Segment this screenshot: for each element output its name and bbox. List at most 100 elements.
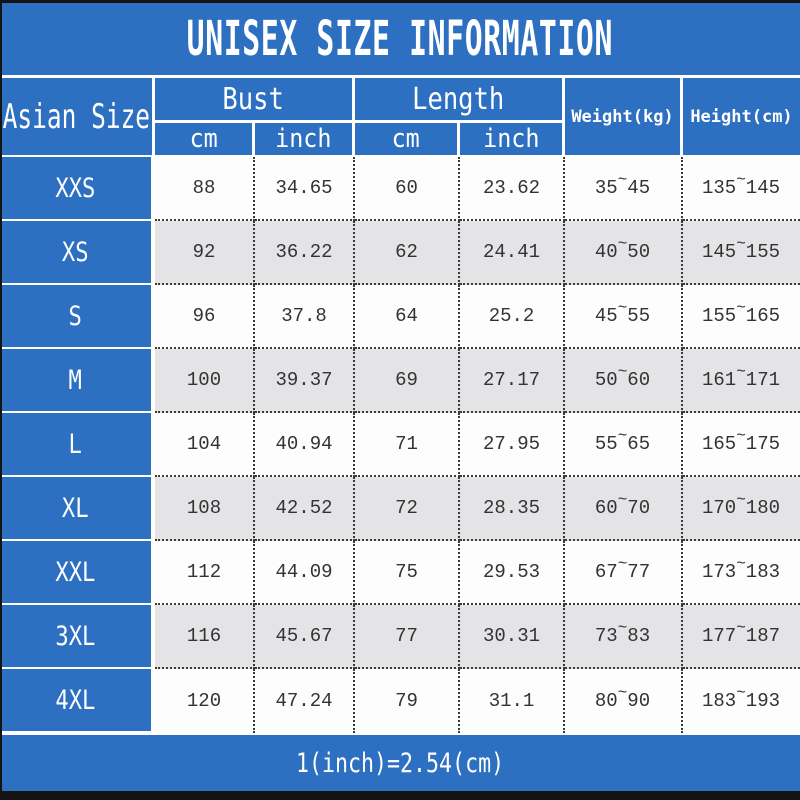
length-inch-subheader: inch: [460, 123, 565, 155]
height-max: 183: [745, 561, 781, 583]
left-edge-border: [0, 0, 2, 800]
bust-cm-cell: 100: [155, 349, 255, 413]
tilde: ~: [736, 427, 746, 445]
tilde: ~: [736, 619, 746, 637]
weight-range-cell: 45 ~55: [565, 285, 683, 349]
length-cm-cell: 69: [355, 349, 460, 413]
weight-max: 90: [627, 690, 651, 712]
weight-range-cell: 67 ~77: [565, 541, 683, 605]
size-label: 3XL: [55, 620, 96, 652]
footer-band: 1(inch)=2.54(cm): [0, 733, 800, 791]
table-row: XS 92 36.22 62 24.41 40 ~50 145 ~155: [0, 221, 800, 285]
size-label: XS: [62, 236, 89, 268]
weight-max: 77: [627, 561, 651, 583]
table-rows: XXS 88 34.65 60 23.62 35 ~45 135 ~145 XS 92 36.22 62…: [0, 157, 800, 733]
tilde: ~: [617, 235, 628, 253]
weight-min: 80: [594, 690, 618, 712]
bust-inch-cell: 39.37: [255, 349, 355, 413]
height-min: 145: [701, 241, 737, 263]
size-label: XXS: [55, 172, 96, 204]
height-header-cell: Height(cm): [683, 78, 800, 155]
size-cell: S: [0, 285, 155, 349]
table-row: M 100 39.37 69 27.17 50 ~60 161 ~171: [0, 349, 800, 413]
height-range-cell: 161 ~171: [683, 349, 800, 413]
height-range-cell: 145 ~155: [683, 221, 800, 285]
height-label: Height(cm): [690, 106, 793, 127]
bust-cm-cell: 112: [155, 541, 255, 605]
weight-max: 55: [627, 305, 651, 327]
bust-cm-cell: 96: [155, 285, 255, 349]
weight-min: 40: [594, 241, 618, 263]
size-cell: XXL: [0, 541, 155, 605]
height-range-cell: 165 ~175: [683, 413, 800, 477]
weight-max: 65: [627, 433, 651, 455]
weight-max: 60: [627, 369, 651, 391]
table-row: S 96 37.8 64 25.2 45 ~55 155 ~165: [0, 285, 800, 349]
size-label: XXL: [55, 556, 96, 588]
bust-inch-cell: 40.94: [255, 413, 355, 477]
length-inch-cell: 23.62: [460, 157, 565, 221]
conversion-note: 1(inch)=2.54(cm): [295, 747, 505, 779]
title-band: UNISEX SIZE INFORMATION: [0, 3, 800, 75]
weight-max: 50: [627, 241, 651, 263]
size-label: 4XL: [55, 684, 96, 716]
height-min: 170: [701, 497, 737, 519]
length-cm-cell: 79: [355, 669, 460, 733]
height-min: 155: [701, 305, 737, 327]
weight-min: 45: [594, 305, 618, 327]
bust-cm-cell: 108: [155, 477, 255, 541]
bust-inch-cell: 44.09: [255, 541, 355, 605]
bottom-border: [0, 791, 800, 800]
bust-cm-cell: 120: [155, 669, 255, 733]
asian-size-header-cell: Asian Size: [0, 78, 155, 155]
size-cell: L: [0, 413, 155, 477]
tilde: ~: [736, 235, 746, 253]
bust-inch-cell: 36.22: [255, 221, 355, 285]
weight-label: Weight(kg): [571, 106, 674, 127]
size-cell: 3XL: [0, 605, 155, 669]
size-cell: XL: [0, 477, 155, 541]
size-label: XL: [62, 492, 89, 524]
size-label: L: [68, 428, 83, 460]
size-label: M: [68, 364, 83, 396]
size-label: S: [68, 300, 83, 332]
table-row: XXS 88 34.65 60 23.62 35 ~45 135 ~145: [0, 157, 800, 221]
length-inch-cell: 24.41: [460, 221, 565, 285]
length-cm-cell: 77: [355, 605, 460, 669]
size-cell: 4XL: [0, 669, 155, 733]
length-header-cell: Length: [355, 78, 565, 123]
bust-inch-subheader: inch: [255, 123, 355, 155]
height-min: 173: [701, 561, 737, 583]
height-min: 177: [701, 625, 737, 647]
weight-range-cell: 55 ~65: [565, 413, 683, 477]
tilde: ~: [736, 299, 746, 317]
height-max: 171: [745, 369, 781, 391]
bust-inch-cell: 47.24: [255, 669, 355, 733]
weight-max: 83: [627, 625, 651, 647]
height-max: 165: [745, 305, 781, 327]
height-min: 161: [701, 369, 737, 391]
weight-min: 50: [594, 369, 618, 391]
weight-max: 45: [627, 177, 651, 199]
height-min: 165: [701, 433, 737, 455]
length-inch-cell: 28.35: [460, 477, 565, 541]
length-inch-cell: 27.17: [460, 349, 565, 413]
height-range-cell: 173 ~183: [683, 541, 800, 605]
height-max: 175: [745, 433, 781, 455]
length-cm-cell: 75: [355, 541, 460, 605]
tilde: ~: [736, 171, 746, 189]
weight-range-cell: 35 ~45: [565, 157, 683, 221]
height-range-cell: 155 ~165: [683, 285, 800, 349]
bust-inch-cell: 45.67: [255, 605, 355, 669]
weight-max: 70: [627, 497, 651, 519]
height-max: 193: [745, 690, 781, 712]
length-cm-cell: 71: [355, 413, 460, 477]
bust-inch-cell: 34.65: [255, 157, 355, 221]
length-cm-cell: 60: [355, 157, 460, 221]
tilde: ~: [617, 619, 628, 637]
length-inch-cell: 25.2: [460, 285, 565, 349]
bust-cm-cell: 92: [155, 221, 255, 285]
tilde: ~: [617, 427, 628, 445]
height-range-cell: 135 ~145: [683, 157, 800, 221]
